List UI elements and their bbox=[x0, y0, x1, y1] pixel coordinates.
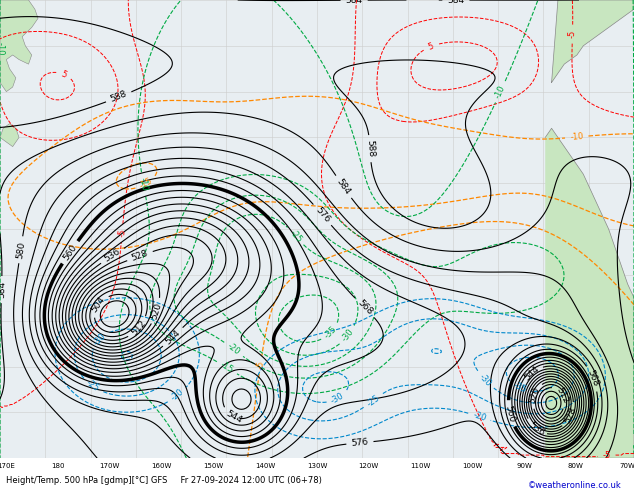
Polygon shape bbox=[0, 123, 19, 147]
Polygon shape bbox=[607, 426, 618, 440]
Text: 568: 568 bbox=[586, 369, 600, 388]
Text: -15: -15 bbox=[138, 176, 155, 191]
Text: 70W: 70W bbox=[619, 463, 634, 469]
Text: -10: -10 bbox=[138, 176, 149, 191]
Text: 584: 584 bbox=[335, 177, 352, 196]
Text: -30: -30 bbox=[330, 391, 346, 406]
Text: 110W: 110W bbox=[410, 463, 430, 469]
Text: 560: 560 bbox=[504, 404, 517, 423]
Text: -5: -5 bbox=[117, 228, 127, 237]
Text: 120W: 120W bbox=[359, 463, 379, 469]
Text: 520: 520 bbox=[150, 302, 164, 320]
Text: 140W: 140W bbox=[255, 463, 275, 469]
Text: -35: -35 bbox=[323, 324, 339, 341]
Text: Height/Temp. 500 hPa [gdmp][°C] GFS     Fr 27-09-2024 12:00 UTC (06+78): Height/Temp. 500 hPa [gdmp][°C] GFS Fr 2… bbox=[6, 476, 322, 485]
Text: 170W: 170W bbox=[100, 463, 120, 469]
Text: -15: -15 bbox=[219, 360, 235, 375]
Text: 536: 536 bbox=[527, 420, 547, 438]
Text: 588: 588 bbox=[109, 90, 129, 104]
Text: -35: -35 bbox=[512, 381, 527, 395]
Text: -20: -20 bbox=[169, 388, 186, 403]
Text: 130W: 130W bbox=[307, 463, 327, 469]
Text: 504: 504 bbox=[89, 295, 107, 315]
Text: -5: -5 bbox=[568, 29, 577, 38]
Text: ©weatheronline.co.uk: ©weatheronline.co.uk bbox=[527, 481, 621, 490]
Text: 160W: 160W bbox=[152, 463, 172, 469]
Text: 588: 588 bbox=[365, 140, 375, 158]
Text: -30: -30 bbox=[477, 372, 493, 388]
Text: 584: 584 bbox=[448, 0, 465, 4]
Text: 528: 528 bbox=[563, 406, 578, 425]
Text: 576: 576 bbox=[313, 205, 332, 224]
Text: 544: 544 bbox=[522, 365, 541, 383]
Text: 520: 520 bbox=[527, 386, 541, 405]
Text: -20: -20 bbox=[472, 411, 487, 423]
Polygon shape bbox=[545, 128, 634, 458]
Text: 584: 584 bbox=[346, 0, 363, 5]
Text: -5: -5 bbox=[256, 360, 266, 369]
Text: 568: 568 bbox=[356, 298, 374, 317]
Text: -10: -10 bbox=[630, 441, 634, 454]
Text: 584: 584 bbox=[0, 281, 6, 298]
Text: 528: 528 bbox=[131, 249, 150, 263]
Text: 180: 180 bbox=[51, 463, 65, 469]
Text: 170E: 170E bbox=[0, 463, 15, 469]
Text: -10: -10 bbox=[493, 84, 507, 100]
Text: 512: 512 bbox=[554, 386, 570, 405]
Text: -25: -25 bbox=[288, 228, 304, 244]
Text: -10: -10 bbox=[0, 42, 4, 56]
Text: -30: -30 bbox=[340, 327, 356, 343]
Text: 80W: 80W bbox=[568, 463, 584, 469]
Text: 536: 536 bbox=[103, 247, 122, 264]
Text: -25: -25 bbox=[85, 379, 101, 393]
Text: 544: 544 bbox=[164, 328, 182, 346]
Text: 512: 512 bbox=[130, 318, 148, 337]
Text: 100W: 100W bbox=[462, 463, 482, 469]
Text: 560: 560 bbox=[61, 243, 79, 262]
Text: -10: -10 bbox=[569, 132, 584, 142]
Text: 5: 5 bbox=[426, 42, 434, 52]
Polygon shape bbox=[552, 0, 634, 82]
Text: -20: -20 bbox=[226, 342, 242, 357]
Text: 150W: 150W bbox=[204, 463, 224, 469]
Text: 580: 580 bbox=[15, 241, 27, 259]
Polygon shape bbox=[0, 0, 38, 92]
Text: -25: -25 bbox=[365, 393, 381, 408]
Text: -5: -5 bbox=[602, 451, 611, 460]
Text: 576: 576 bbox=[351, 438, 369, 448]
Text: -30: -30 bbox=[92, 331, 108, 347]
Text: 90W: 90W bbox=[516, 463, 532, 469]
Text: 5: 5 bbox=[60, 69, 68, 79]
Text: 544: 544 bbox=[224, 409, 243, 425]
